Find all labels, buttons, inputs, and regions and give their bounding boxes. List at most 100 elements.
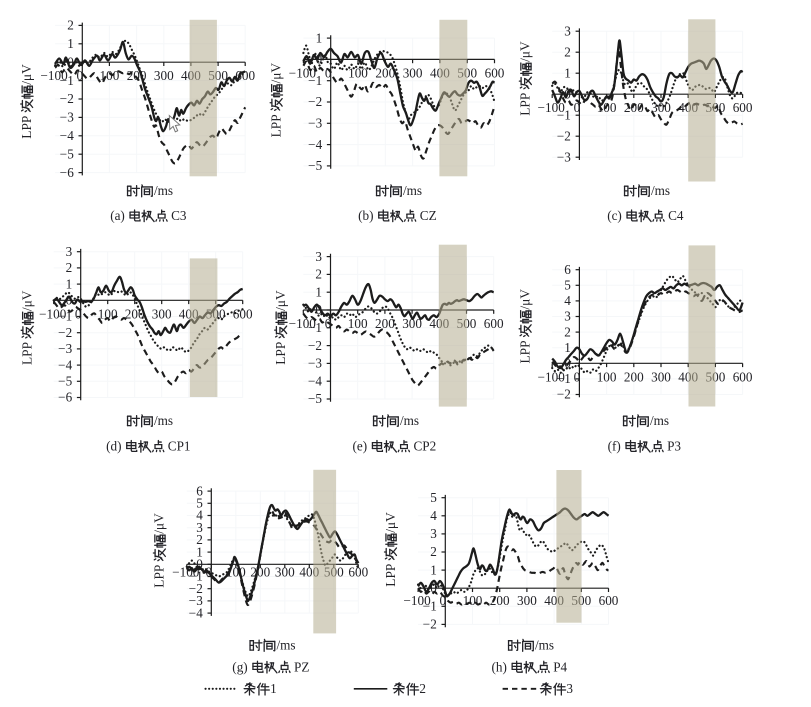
svg-text:300: 300: [154, 68, 174, 83]
svg-text:−100: −100: [289, 65, 317, 80]
svg-text:200: 200: [624, 100, 644, 115]
svg-text:300: 300: [517, 593, 537, 608]
svg-text:2: 2: [196, 532, 203, 547]
svg-text:−100: −100: [538, 369, 566, 384]
svg-text:100: 100: [597, 369, 617, 384]
svg-text:0: 0: [75, 306, 82, 321]
svg-text:−3: −3: [308, 356, 322, 371]
svg-text:600: 600: [484, 316, 504, 331]
svg-text:/μV: /μV: [518, 289, 533, 310]
svg-text:300: 300: [152, 306, 172, 321]
svg-text:200: 200: [375, 316, 395, 331]
svg-text:200: 200: [250, 564, 270, 579]
svg-text:−1: −1: [557, 107, 571, 122]
svg-text:1: 1: [315, 284, 322, 299]
svg-text:−2: −2: [308, 94, 322, 109]
svg-text:100: 100: [348, 65, 368, 80]
svg-text:3: 3: [430, 526, 437, 541]
svg-text:(e): (e): [353, 439, 368, 454]
svg-text:LPP: LPP: [383, 564, 398, 587]
svg-text:2: 2: [564, 324, 571, 339]
svg-text:0: 0: [67, 54, 74, 69]
svg-text:6: 6: [564, 262, 571, 277]
svg-text:−4: −4: [58, 357, 72, 372]
svg-text:600: 600: [599, 593, 619, 608]
svg-text:/ms: /ms: [535, 638, 554, 653]
svg-text:(g): (g): [232, 659, 247, 674]
svg-text:0: 0: [325, 65, 332, 80]
svg-text:/μV: /μV: [383, 512, 398, 533]
svg-text:(d): (d): [106, 439, 121, 454]
svg-text:4: 4: [430, 508, 437, 523]
svg-text:−1: −1: [60, 73, 74, 88]
svg-text:200: 200: [375, 65, 395, 80]
svg-text:PZ: PZ: [294, 659, 309, 674]
svg-text:(f): (f): [608, 439, 621, 454]
svg-text:100: 100: [348, 316, 368, 331]
svg-text:3: 3: [564, 23, 571, 38]
svg-text:C3: C3: [171, 208, 187, 223]
svg-text:2: 2: [315, 267, 322, 282]
svg-text:−3: −3: [60, 110, 74, 125]
svg-text:0: 0: [574, 369, 581, 384]
svg-text:CP2: CP2: [414, 439, 437, 454]
svg-text:(a): (a): [110, 208, 125, 223]
svg-text:6: 6: [196, 483, 203, 498]
svg-text:2: 2: [419, 681, 426, 696]
svg-text:−100: −100: [289, 316, 317, 331]
svg-text:0: 0: [315, 302, 322, 317]
svg-text:0: 0: [574, 100, 581, 115]
svg-text:4: 4: [564, 293, 571, 308]
svg-text:/ms: /ms: [650, 413, 669, 428]
svg-text:2: 2: [66, 260, 73, 275]
svg-text:−4: −4: [308, 373, 322, 388]
svg-text:/ms: /ms: [154, 413, 173, 428]
svg-text:300: 300: [651, 369, 671, 384]
svg-text:2: 2: [564, 44, 571, 59]
svg-text:600: 600: [233, 306, 253, 321]
svg-text:1: 1: [430, 562, 437, 577]
svg-text:−2: −2: [557, 128, 571, 143]
svg-text:300: 300: [275, 564, 295, 579]
svg-text:5: 5: [196, 496, 203, 511]
svg-text:4: 4: [196, 508, 203, 523]
svg-text:P3: P3: [667, 439, 681, 454]
svg-text:−2: −2: [308, 338, 322, 353]
svg-text:(b): (b): [358, 208, 373, 223]
svg-text:−4: −4: [189, 605, 203, 620]
svg-text:5: 5: [564, 278, 571, 293]
svg-text:200: 200: [624, 369, 644, 384]
svg-text:5: 5: [430, 490, 437, 505]
svg-text:−1: −1: [308, 73, 322, 88]
svg-text:0: 0: [66, 293, 73, 308]
svg-text:−1: −1: [557, 371, 571, 386]
svg-text:/ms: /ms: [403, 183, 422, 198]
svg-text:−5: −5: [60, 146, 74, 161]
svg-text:−4: −4: [308, 137, 322, 152]
svg-text:LPP: LPP: [273, 342, 288, 365]
svg-text:−6: −6: [60, 165, 74, 180]
svg-text:2: 2: [430, 544, 437, 559]
svg-text:600: 600: [733, 100, 753, 115]
svg-text:3: 3: [315, 249, 322, 264]
svg-text:300: 300: [402, 316, 422, 331]
svg-text:CP1: CP1: [168, 439, 191, 454]
svg-text:100: 100: [463, 593, 483, 608]
svg-text:C4: C4: [668, 208, 684, 223]
svg-text:−4: −4: [60, 128, 74, 143]
svg-text:1: 1: [270, 681, 277, 696]
svg-text:−6: −6: [58, 390, 72, 405]
svg-text:−2: −2: [58, 325, 72, 340]
svg-text:/μV: /μV: [273, 290, 288, 311]
svg-text:−5: −5: [308, 391, 322, 406]
svg-text:/μV: /μV: [20, 290, 35, 311]
svg-text:/ms: /ms: [400, 413, 419, 428]
svg-text:−1: −1: [189, 569, 203, 584]
svg-text:−2: −2: [189, 581, 203, 596]
svg-text:−1: −1: [58, 309, 72, 324]
svg-text:(h): (h): [492, 659, 507, 674]
svg-text:300: 300: [403, 65, 423, 80]
svg-text:−2: −2: [60, 91, 74, 106]
svg-text:/μV: /μV: [152, 513, 167, 534]
svg-text:600: 600: [733, 369, 753, 384]
